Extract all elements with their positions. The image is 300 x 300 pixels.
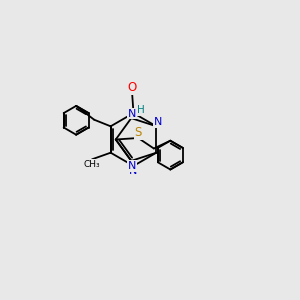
Text: O: O [128, 81, 136, 94]
Text: H: H [137, 105, 145, 115]
Text: N: N [153, 117, 162, 128]
Text: N: N [129, 166, 137, 176]
Text: CH₃: CH₃ [84, 160, 100, 169]
Text: N: N [128, 109, 136, 118]
Text: N: N [128, 161, 136, 171]
Text: S: S [135, 126, 142, 140]
